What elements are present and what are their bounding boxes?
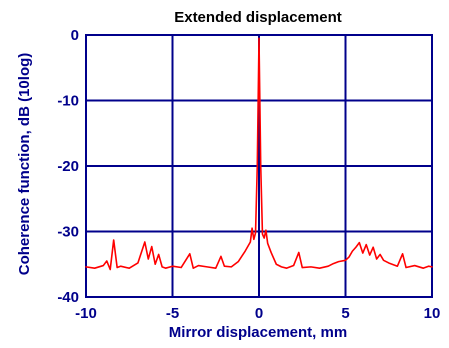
chart-title: Extended displacement <box>174 9 342 26</box>
series-layer <box>85 37 433 271</box>
y-tick-label: -40 <box>57 289 79 306</box>
x-tick-label: -10 <box>75 305 97 322</box>
grid-layer <box>85 34 433 298</box>
x-tick-label: 0 <box>255 305 263 322</box>
x-axis-label: Mirror displacement, mm <box>169 324 347 341</box>
y-tick-label: -20 <box>57 158 79 175</box>
y-tick-label: 0 <box>71 27 79 44</box>
tick-layer: -10 -5 0 5 10 0 -10 -20 -30 -40 <box>57 27 440 322</box>
y-tick-label: -30 <box>57 224 79 241</box>
x-tick-label: 5 <box>341 305 349 322</box>
data-series-line <box>85 37 433 271</box>
y-tick-label: -10 <box>57 93 79 110</box>
x-tick-label: -5 <box>166 305 179 322</box>
x-tick-label: 10 <box>424 305 441 322</box>
y-axis-label: Coherence function, dB (10log) <box>16 53 33 276</box>
